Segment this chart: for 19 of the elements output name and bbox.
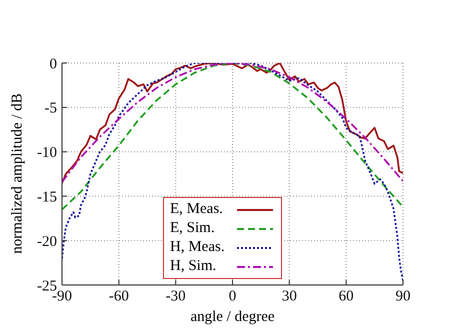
y-tick-label: -10 <box>37 145 57 162</box>
legend-label: H, Sim. <box>170 257 216 276</box>
x-tick-label: -30 <box>166 288 186 305</box>
x-tick-label: 30 <box>282 288 297 305</box>
legend-label: E, Meas. <box>170 200 223 219</box>
x-tick-label: 0 <box>228 288 236 305</box>
line-series <box>62 63 403 282</box>
y-tick-label: -25 <box>37 278 57 294</box>
x-tick-label: 90 <box>396 288 410 305</box>
y-tick-label: -5 <box>44 100 57 117</box>
x-tick-label: 60 <box>338 288 354 305</box>
legend-label: H, Meas. <box>170 238 225 257</box>
y-tick-label: -15 <box>37 190 57 206</box>
y-axis-title: normalized amplitude / dB <box>10 92 26 256</box>
x-tick-label: -60 <box>108 288 129 305</box>
x-axis-title: angle / degree <box>189 309 276 326</box>
legend-label: E, Sim. <box>170 219 215 238</box>
y-tick-label: 0 <box>50 56 57 72</box>
y-tick-label: -20 <box>37 234 57 250</box>
